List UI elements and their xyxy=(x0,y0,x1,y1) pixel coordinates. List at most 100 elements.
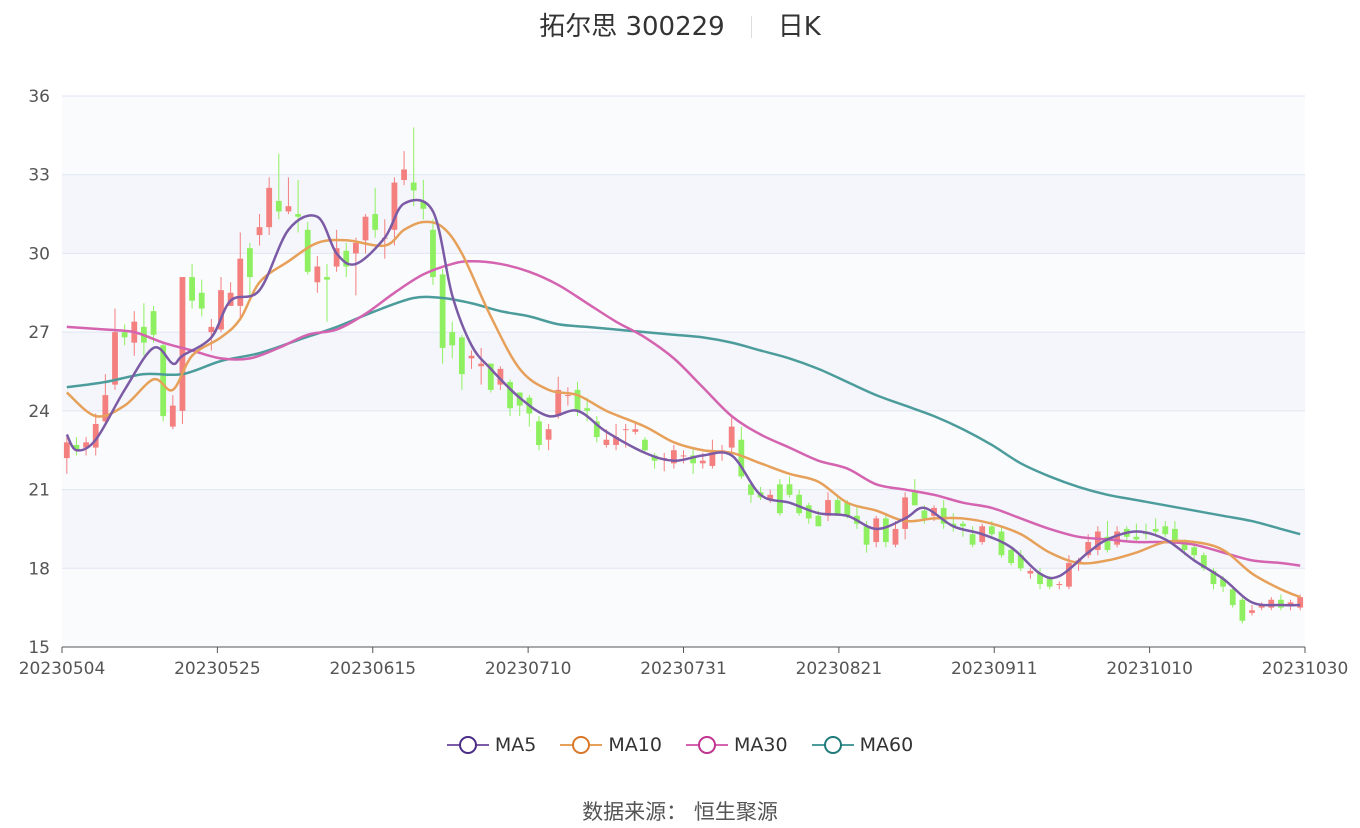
candle-body xyxy=(1114,531,1120,545)
candle xyxy=(275,153,282,220)
candle-body xyxy=(439,274,446,348)
candle xyxy=(83,437,89,456)
candle xyxy=(150,305,157,343)
candle-body xyxy=(825,500,831,516)
candle-body xyxy=(1181,542,1188,550)
candle xyxy=(478,347,485,385)
candle-body xyxy=(776,484,783,514)
candle-body xyxy=(314,266,321,283)
legend-label-ma10: MA10 xyxy=(608,734,662,756)
legend-item-ma10[interactable]: MA10 xyxy=(560,734,662,756)
candle-body xyxy=(333,248,340,267)
candle xyxy=(690,447,697,474)
candle xyxy=(728,416,735,453)
candle-body xyxy=(497,368,504,385)
candle-body xyxy=(844,502,851,516)
candle-body xyxy=(1200,555,1207,569)
candle xyxy=(179,277,186,424)
data-source: 数据来源： 恒生聚源 xyxy=(582,800,778,824)
candle xyxy=(1162,521,1169,537)
candle-body xyxy=(1152,528,1159,532)
grid-band xyxy=(62,253,1305,333)
ma30-legend-icon xyxy=(685,736,728,754)
candle-body xyxy=(198,292,205,309)
candle-body xyxy=(738,439,745,477)
candle xyxy=(189,263,195,309)
candle-body xyxy=(1220,578,1226,587)
candle xyxy=(1249,605,1255,616)
candle xyxy=(372,187,379,238)
candle-body xyxy=(574,389,581,411)
y-tick-label: 15 xyxy=(28,638,50,658)
candle-body xyxy=(295,214,301,217)
candle xyxy=(1133,523,1140,543)
candle-body xyxy=(882,518,889,543)
candle-body xyxy=(1287,602,1294,606)
legend-label-ma30: MA30 xyxy=(733,734,788,756)
candle xyxy=(333,229,340,272)
candle-body xyxy=(690,455,697,464)
candle-body xyxy=(63,442,70,459)
candle-body xyxy=(430,229,436,278)
candle xyxy=(439,269,446,364)
candle-body xyxy=(102,395,109,422)
candle xyxy=(410,127,417,207)
candle-body xyxy=(83,442,89,448)
candle xyxy=(208,319,215,351)
candle xyxy=(1094,526,1101,556)
candle-body xyxy=(1210,570,1217,585)
x-tick-label: 20230710 xyxy=(485,659,572,679)
candle xyxy=(73,437,80,456)
candle xyxy=(458,334,465,390)
candle-body xyxy=(1056,584,1063,586)
candle-body xyxy=(564,395,571,397)
candle-body xyxy=(555,389,562,417)
candle-body xyxy=(1094,531,1101,550)
candle-body xyxy=(545,429,552,440)
candle-body xyxy=(902,497,909,529)
candle-body xyxy=(121,332,128,338)
stock-name-code: 拓尔思 300229 xyxy=(539,12,725,42)
candle xyxy=(545,423,552,451)
y-tick-label: 18 xyxy=(28,559,50,579)
x-tick-label: 20230911 xyxy=(951,659,1038,679)
candle-body xyxy=(892,528,899,545)
candle xyxy=(670,444,677,469)
candle xyxy=(738,426,745,480)
candle xyxy=(940,500,947,529)
candle xyxy=(555,376,562,419)
candle-body xyxy=(362,216,369,241)
candle-body xyxy=(584,408,591,411)
legend-label-ma60: MA60 xyxy=(859,734,914,756)
ma10-legend-icon xyxy=(560,736,603,754)
candle xyxy=(362,214,369,254)
legend-label-ma5: MA5 xyxy=(494,734,537,756)
candle xyxy=(1268,597,1275,611)
candle-body xyxy=(998,531,1005,556)
candle-body xyxy=(420,200,427,209)
y-tick-label: 30 xyxy=(28,244,50,264)
candle-body xyxy=(1268,599,1275,608)
legend-item-ma60[interactable]: MA60 xyxy=(811,734,914,756)
candle-body xyxy=(179,277,186,411)
candle-body xyxy=(1162,526,1169,535)
candle-body xyxy=(1104,536,1111,550)
x-tick-label: 20230525 xyxy=(174,659,261,679)
y-tick-label: 21 xyxy=(28,481,50,501)
legend-item-ma5[interactable]: MA5 xyxy=(446,734,537,756)
candle xyxy=(680,450,687,464)
candle xyxy=(1229,586,1236,608)
candle-body xyxy=(449,332,456,346)
candle-body xyxy=(1258,605,1265,608)
candle-body xyxy=(1085,542,1092,556)
candle-body xyxy=(622,429,629,431)
y-tick-label: 33 xyxy=(28,166,50,186)
candle xyxy=(218,277,224,333)
legend-item-ma30[interactable]: MA30 xyxy=(685,734,788,756)
candle-body xyxy=(285,206,292,212)
candle xyxy=(536,416,542,451)
candle-body xyxy=(940,507,947,524)
candle-body xyxy=(786,484,793,495)
candle xyxy=(593,416,600,443)
x-tick-label: 20230615 xyxy=(329,659,416,679)
